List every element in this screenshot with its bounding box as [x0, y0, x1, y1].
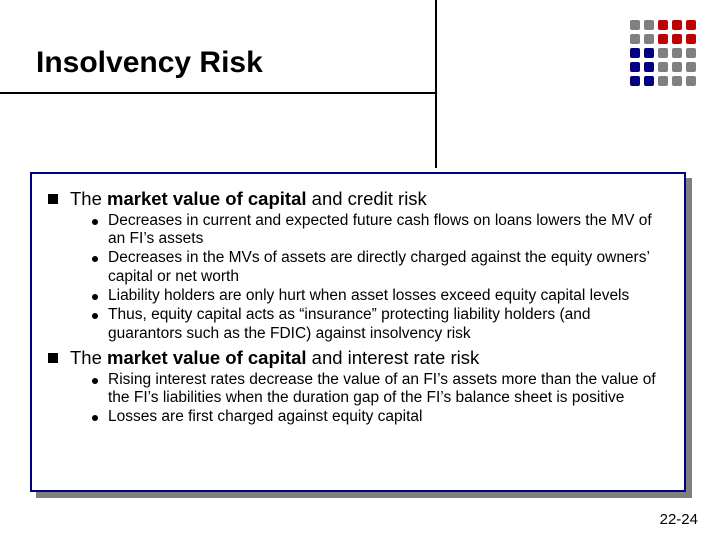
- bullet-level2: Losses are first charged against equity …: [92, 408, 668, 426]
- bullet-level2-text: Thus, equity capital acts as “insurance”…: [108, 306, 668, 343]
- decor-dot: [630, 62, 640, 72]
- bullet-level2: Rising interest rates decrease the value…: [92, 371, 668, 408]
- decor-dot: [644, 76, 654, 86]
- decor-dot: [658, 20, 668, 30]
- bullet-level2: Decreases in the MVs of assets are direc…: [92, 249, 668, 286]
- round-bullet-icon: [92, 313, 98, 319]
- round-bullet-icon: [92, 415, 98, 421]
- bullet-level1: The market value of capital and interest…: [48, 347, 668, 369]
- decor-dot: [644, 34, 654, 44]
- decor-dot: [658, 62, 668, 72]
- bullet-level2-text: Losses are first charged against equity …: [108, 408, 422, 426]
- decor-dot-grid: [630, 20, 696, 86]
- round-bullet-icon: [92, 378, 98, 384]
- bullet-level2: Liability holders are only hurt when ass…: [92, 287, 668, 305]
- slide-title: Insolvency Risk: [36, 46, 263, 80]
- bullet-level1-text: The market value of capital and credit r…: [70, 188, 427, 210]
- square-bullet-icon: [48, 194, 58, 204]
- decor-dot: [672, 48, 682, 58]
- bullet-level2: Decreases in current and expected future…: [92, 212, 668, 249]
- bullet-level2-text: Decreases in current and expected future…: [108, 212, 668, 249]
- bullet-level2-text: Decreases in the MVs of assets are direc…: [108, 249, 668, 286]
- decor-dot: [630, 34, 640, 44]
- decor-dot: [686, 48, 696, 58]
- page-number: 22-24: [660, 511, 698, 528]
- bullet-level1: The market value of capital and credit r…: [48, 188, 668, 210]
- decor-dot: [686, 34, 696, 44]
- title-underline: [0, 92, 435, 94]
- decor-dot: [686, 76, 696, 86]
- decor-dot: [644, 20, 654, 30]
- decor-dot: [630, 76, 640, 86]
- decor-dot: [672, 62, 682, 72]
- bullet-level2-text: Liability holders are only hurt when ass…: [108, 287, 629, 305]
- decor-dot: [686, 62, 696, 72]
- decor-dot: [658, 76, 668, 86]
- round-bullet-icon: [92, 256, 98, 262]
- round-bullet-icon: [92, 294, 98, 300]
- decor-dot: [686, 20, 696, 30]
- bullet-level2: Thus, equity capital acts as “insurance”…: [92, 306, 668, 343]
- decor-dot: [630, 48, 640, 58]
- bullet-level1-text: The market value of capital and interest…: [70, 347, 479, 369]
- slide: Insolvency Risk The market value of capi…: [0, 0, 720, 540]
- decor-dot: [658, 48, 668, 58]
- vertical-rule: [435, 0, 437, 168]
- round-bullet-icon: [92, 219, 98, 225]
- decor-dot: [630, 20, 640, 30]
- bullet-level2-text: Rising interest rates decrease the value…: [108, 371, 668, 408]
- decor-dot: [672, 34, 682, 44]
- sub-bullet-group: Rising interest rates decrease the value…: [92, 371, 668, 427]
- decor-dot: [672, 20, 682, 30]
- content-box: The market value of capital and credit r…: [30, 172, 686, 492]
- sub-bullet-group: Decreases in current and expected future…: [92, 212, 668, 343]
- square-bullet-icon: [48, 353, 58, 363]
- decor-dot: [644, 48, 654, 58]
- decor-dot: [658, 34, 668, 44]
- decor-dot: [644, 62, 654, 72]
- decor-dot: [672, 76, 682, 86]
